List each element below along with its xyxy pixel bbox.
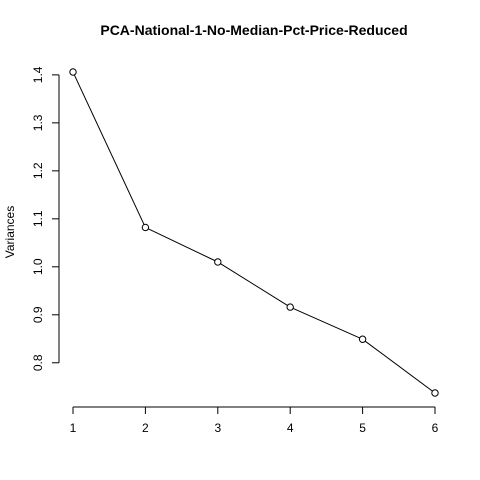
series-segment: [292, 307, 360, 339]
data-point: [431, 389, 439, 397]
x-tick-label: 1: [70, 421, 77, 435]
y-tick-label: 1.4: [31, 66, 45, 83]
data-point: [214, 258, 222, 266]
y-tick-label: 1.0: [31, 258, 45, 275]
y-axis-label: Variances: [3, 206, 17, 258]
x-tick-label: 3: [214, 421, 221, 435]
data-point: [286, 303, 294, 311]
series-group: [69, 68, 439, 397]
chart-title: PCA-National-1-No-Median-Pct-Price-Reduc…: [100, 22, 407, 38]
x-tick-label: 4: [287, 421, 294, 435]
data-point: [69, 68, 77, 76]
x-axis: 1 2 3 4 5 6: [70, 406, 439, 435]
y-tick-label: 1.3: [31, 114, 45, 131]
y-tick-label: 1.2: [31, 162, 45, 179]
data-point: [358, 335, 367, 343]
x-tick-label: 6: [432, 421, 439, 435]
y-tick-label: 0.8: [31, 354, 45, 371]
series-segment: [220, 263, 288, 306]
series-segment: [364, 340, 433, 392]
series-segment: [148, 228, 216, 262]
y-tick-label: 0.9: [31, 306, 45, 323]
y-axis: 0.8 0.9 1.0 1.1 1.2 1.3 1.4: [31, 66, 60, 371]
x-tick-label: 2: [142, 421, 149, 435]
data-point: [141, 223, 150, 232]
x-tick-label: 5: [359, 421, 366, 435]
series-segment: [73, 74, 145, 225]
y-tick-label: 1.1: [31, 210, 45, 227]
